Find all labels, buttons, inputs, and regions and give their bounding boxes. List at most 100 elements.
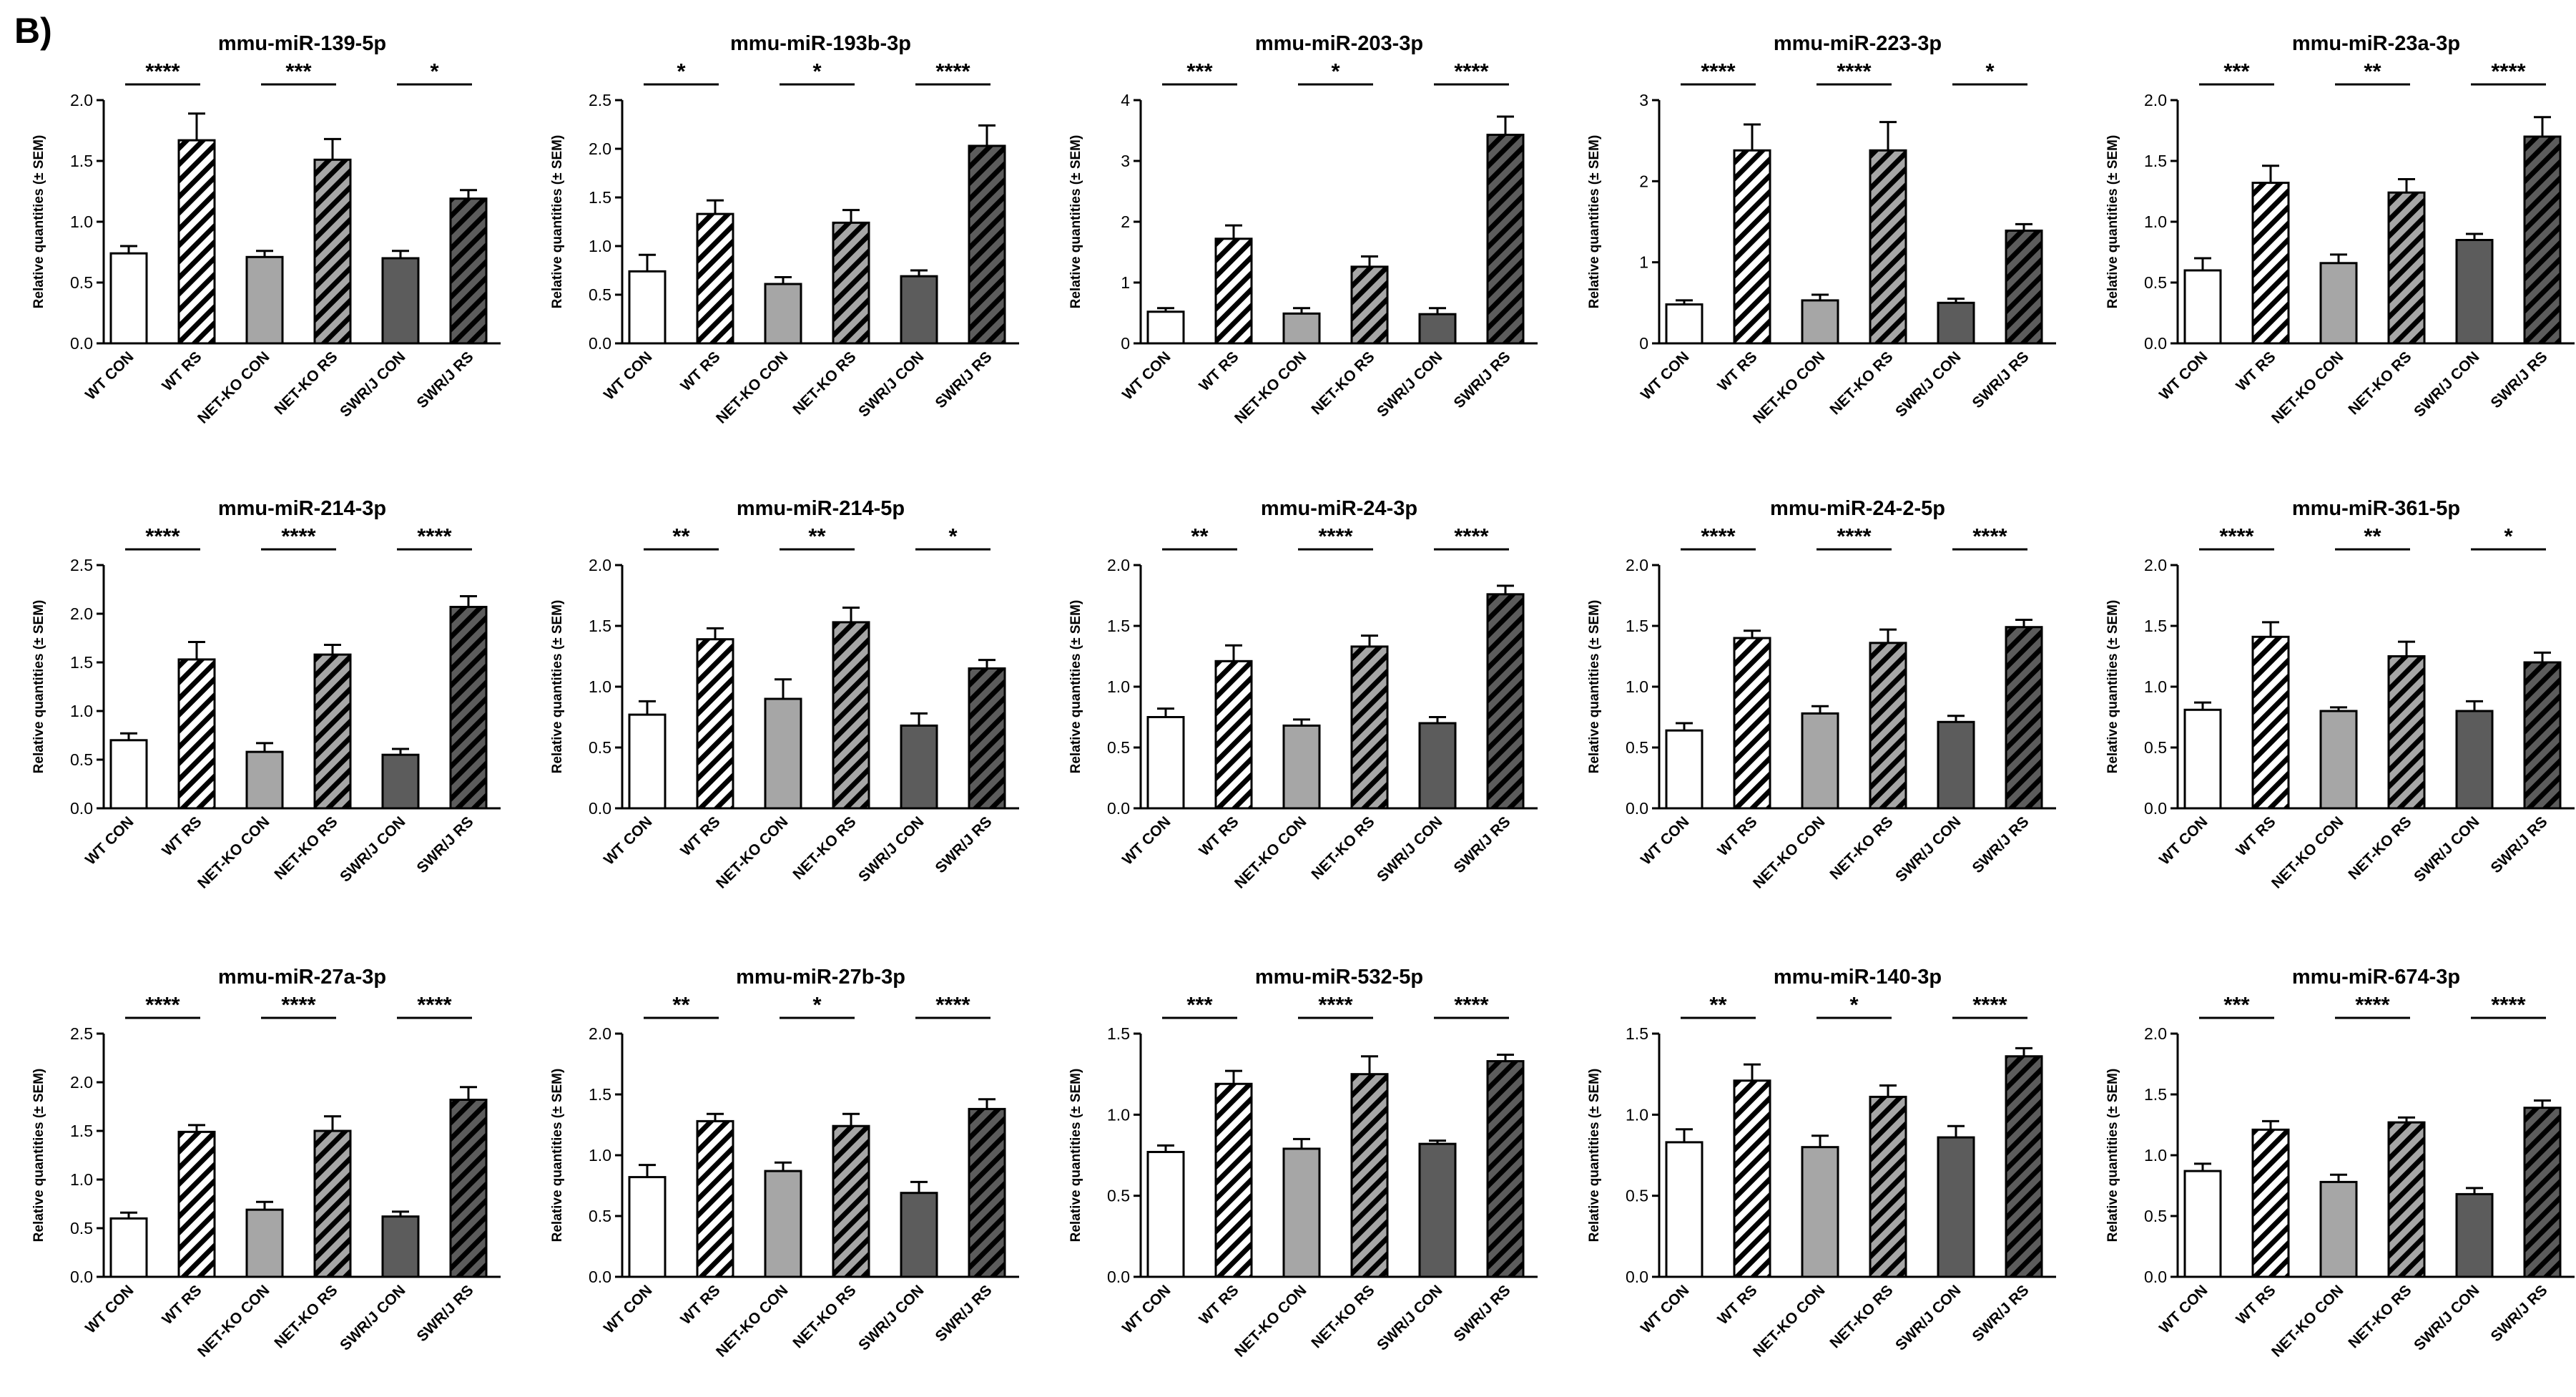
y-tick-label: 1.0 — [1626, 1105, 1648, 1124]
chart-title: mmu-miR-223-3p — [1774, 32, 1942, 55]
bar-net-ko-rs — [1350, 265, 1389, 345]
significance-stars: **** — [145, 59, 180, 84]
y-tick-label: 1.0 — [2144, 1146, 2167, 1165]
bar-swr-j-con — [1418, 722, 1457, 810]
significance-stars: * — [1849, 992, 1859, 1017]
x-tick-label: NET-KO CON — [195, 813, 272, 891]
chart-mmu-mir-24-2-5p: mmu-miR-24-2-5p Relative quantities (± SE… — [1587, 497, 2056, 892]
y-tick-label: 2.0 — [589, 1024, 611, 1043]
chart-mmu-mir-203-3p: mmu-miR-203-3p Relative quantities (± SEM… — [1068, 32, 1538, 427]
y-tick-label: 2.5 — [589, 91, 611, 109]
bar-swr-j-rs — [2005, 1055, 2043, 1278]
chart-title: mmu-miR-674-3p — [2292, 966, 2460, 989]
y-tick-label: 1.5 — [1626, 1024, 1648, 1043]
significance-stars: * — [1985, 59, 1995, 84]
significance-stars: **** — [281, 524, 316, 549]
significance-stars: **** — [935, 992, 970, 1017]
bar-net-ko-con — [1282, 724, 1321, 810]
x-tick-label: SWR/J CON — [1374, 813, 1445, 885]
x-tick-label: NET-KO RS — [271, 1282, 340, 1351]
chart-mmu-mir-223-3p: mmu-miR-223-3p Relative quantities (± SEM… — [1587, 32, 2056, 427]
chart-title: mmu-miR-139-5p — [218, 32, 386, 55]
chart-mmu-mir-214-5p: mmu-miR-214-5p Relative quantities (± SEM… — [550, 497, 1019, 892]
y-axis-label: Relative quantities (± SEM) — [2105, 1069, 2120, 1242]
bar-net-ko-con — [1282, 1147, 1321, 1278]
bar-wt-con — [109, 252, 148, 345]
bar-swr-j-rs — [1486, 593, 1525, 810]
y-tick-label: 2.0 — [70, 604, 93, 623]
significance-stars: * — [948, 524, 958, 549]
y-tick-label: 1.0 — [1107, 677, 1130, 696]
significance-stars: ** — [808, 524, 826, 549]
x-tick-label: NET-KO CON — [2268, 348, 2346, 426]
bar-swr-j-con — [381, 257, 420, 345]
significance-stars: ** — [672, 524, 690, 549]
y-tick-label: 3 — [1639, 91, 1648, 109]
x-tick-label: NET-KO RS — [1308, 348, 1377, 418]
x-tick-label: NET-KO CON — [713, 348, 791, 426]
x-tick-label: WT CON — [601, 348, 655, 403]
y-axis-label: Relative quantities (± SEM) — [1068, 135, 1083, 309]
x-tick-label: WT RS — [1196, 813, 1242, 859]
bar-swr-j-con — [900, 275, 938, 345]
y-tick-label: 1.5 — [1107, 1024, 1130, 1043]
bar-wt-rs — [1733, 1079, 1771, 1278]
y-tick-label: 1.0 — [589, 677, 611, 696]
y-tick-label: 1.0 — [1626, 677, 1648, 696]
significance-stars: *** — [285, 59, 312, 84]
x-tick-label: WT CON — [2156, 813, 2211, 868]
x-tick-label: SWR/J RS — [932, 813, 995, 876]
significance-stars: **** — [1701, 59, 1736, 84]
x-tick-label: SWR/J RS — [1450, 1282, 1513, 1345]
bar-wt-con — [1146, 310, 1185, 345]
x-tick-label: SWR/J CON — [855, 1282, 927, 1353]
bar-net-ko-rs — [313, 158, 352, 345]
bar-net-ko-rs — [832, 221, 870, 345]
chart-mmu-mir-532-5p: mmu-miR-532-5p Relative quantities (± SEM… — [1068, 966, 1538, 1361]
y-tick-label: 0.5 — [2144, 273, 2167, 292]
x-tick-label: WT RS — [2233, 813, 2278, 859]
y-axis-label: Relative quantities (± SEM) — [1068, 600, 1083, 774]
x-tick-label: NET-KO RS — [1827, 348, 1896, 418]
significance-stars: **** — [2491, 59, 2526, 84]
y-tick-label: 2.5 — [70, 556, 93, 574]
bar-net-ko-rs — [2387, 655, 2426, 810]
bar-swr-j-rs — [1486, 1060, 1525, 1278]
bar-wt-con — [1146, 1150, 1185, 1278]
y-tick-label: 0.5 — [2144, 738, 2167, 757]
x-tick-label: WT RS — [159, 348, 205, 394]
x-tick-label: SWR/J RS — [2487, 1282, 2550, 1345]
bar-swr-j-rs — [968, 667, 1006, 810]
y-tick-label: 0 — [1121, 334, 1130, 353]
x-tick-label: NET-KO RS — [271, 813, 340, 883]
bar-swr-j-con — [381, 753, 420, 810]
y-tick-label: 0.5 — [70, 273, 93, 292]
significance-stars: **** — [1454, 59, 1489, 84]
x-tick-label: NET-KO CON — [1232, 813, 1309, 891]
x-tick-label: NET-KO RS — [1308, 1282, 1377, 1351]
bar-wt-con — [109, 1217, 148, 1278]
y-tick-label: 0.0 — [589, 799, 611, 818]
x-tick-label: WT RS — [677, 1282, 723, 1328]
significance-stars: **** — [1837, 59, 1872, 84]
y-tick-label: 1.5 — [70, 1122, 93, 1140]
chart-title: mmu-miR-23a-3p — [2292, 32, 2460, 55]
bar-wt-rs — [1733, 637, 1771, 810]
significance-stars: **** — [417, 992, 452, 1017]
y-tick-label: 1.5 — [589, 1085, 611, 1104]
y-tick-label: 2.0 — [70, 1073, 93, 1092]
bar-swr-j-rs — [449, 197, 488, 345]
y-tick-label: 0.0 — [589, 334, 611, 353]
chart-mmu-mir-24-3p: mmu-miR-24-3p Relative quantities (± SEM)… — [1068, 497, 1538, 892]
x-tick-label: NET-KO CON — [1750, 813, 1828, 891]
bar-wt-rs — [177, 1130, 216, 1278]
y-tick-label: 0.5 — [589, 1207, 611, 1225]
x-tick-label: SWR/J RS — [932, 1282, 995, 1345]
x-tick-label: NET-KO CON — [1750, 1282, 1828, 1360]
bar-swr-j-rs — [2523, 1107, 2562, 1278]
x-tick-label: WT CON — [1638, 813, 1692, 868]
y-tick-label: 1.5 — [70, 152, 93, 170]
y-tick-label: 0.5 — [1626, 738, 1648, 757]
x-tick-label: NET-KO CON — [2268, 813, 2346, 891]
x-tick-label: WT RS — [1196, 348, 1242, 394]
